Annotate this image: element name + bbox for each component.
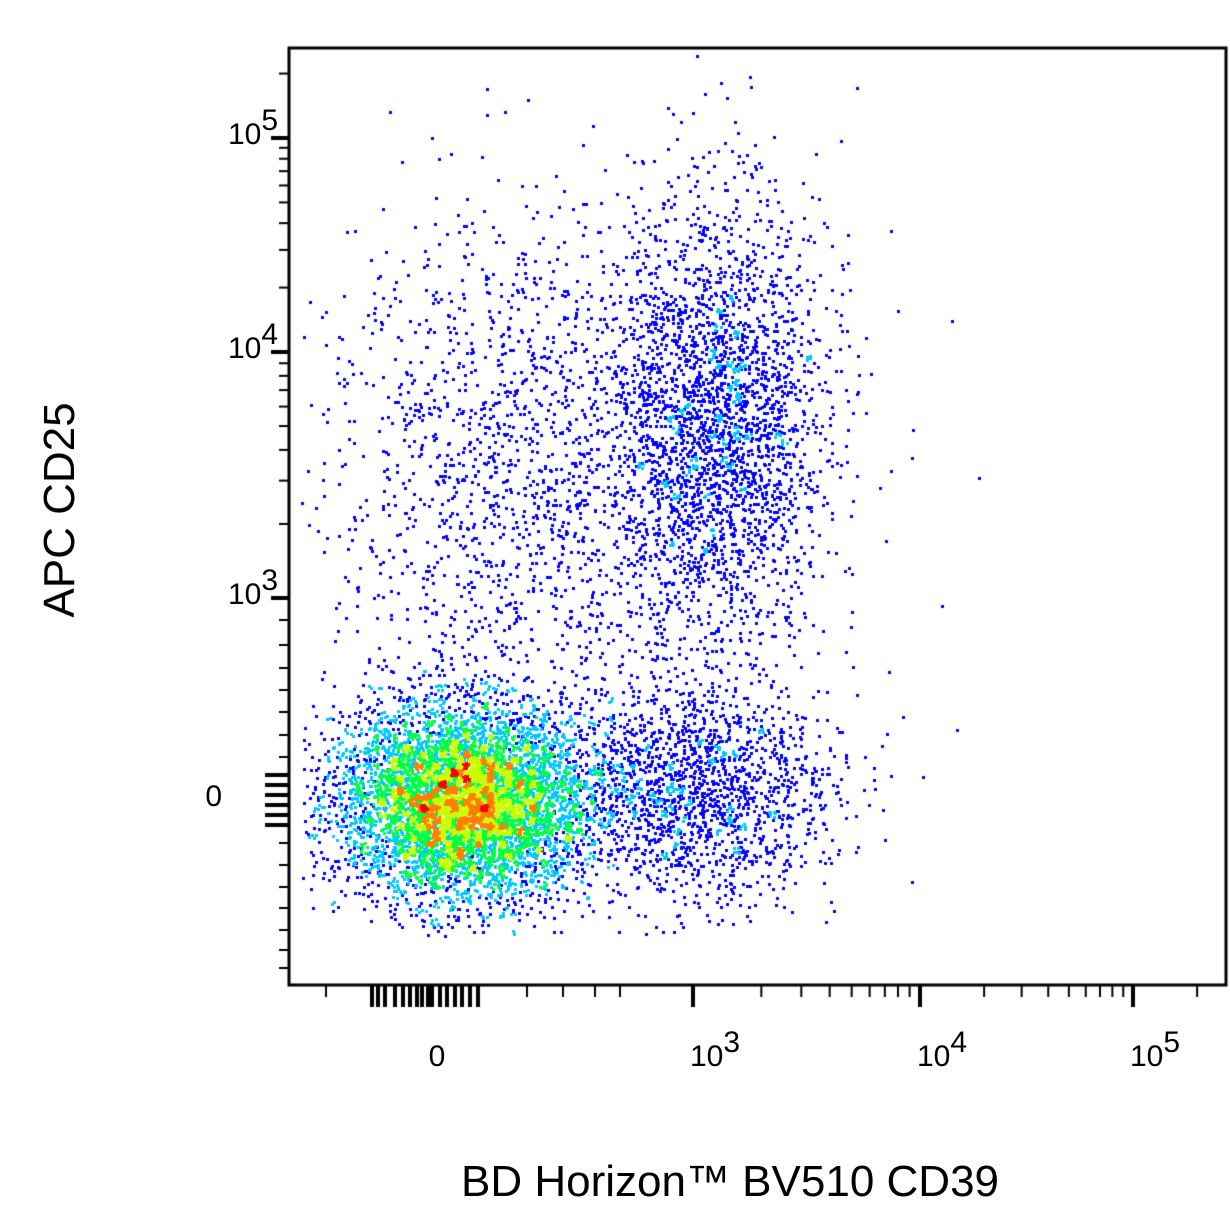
y-tick-label: 0 xyxy=(205,780,222,813)
x-tick-label: 0 xyxy=(428,1040,446,1073)
x-tick-label: 105 xyxy=(1129,1026,1181,1073)
x-axis-label: BD Horizon™ BV510 CD39 xyxy=(460,1157,1000,1206)
y-tick-label: 104 xyxy=(227,318,278,365)
y-axis-label: APC CD25 xyxy=(35,402,84,618)
x-tick-label: 104 xyxy=(916,1026,968,1073)
y-tick-label: 103 xyxy=(227,564,278,611)
y-tick-label: 105 xyxy=(227,104,278,151)
x-tick-label: 103 xyxy=(689,1026,741,1073)
